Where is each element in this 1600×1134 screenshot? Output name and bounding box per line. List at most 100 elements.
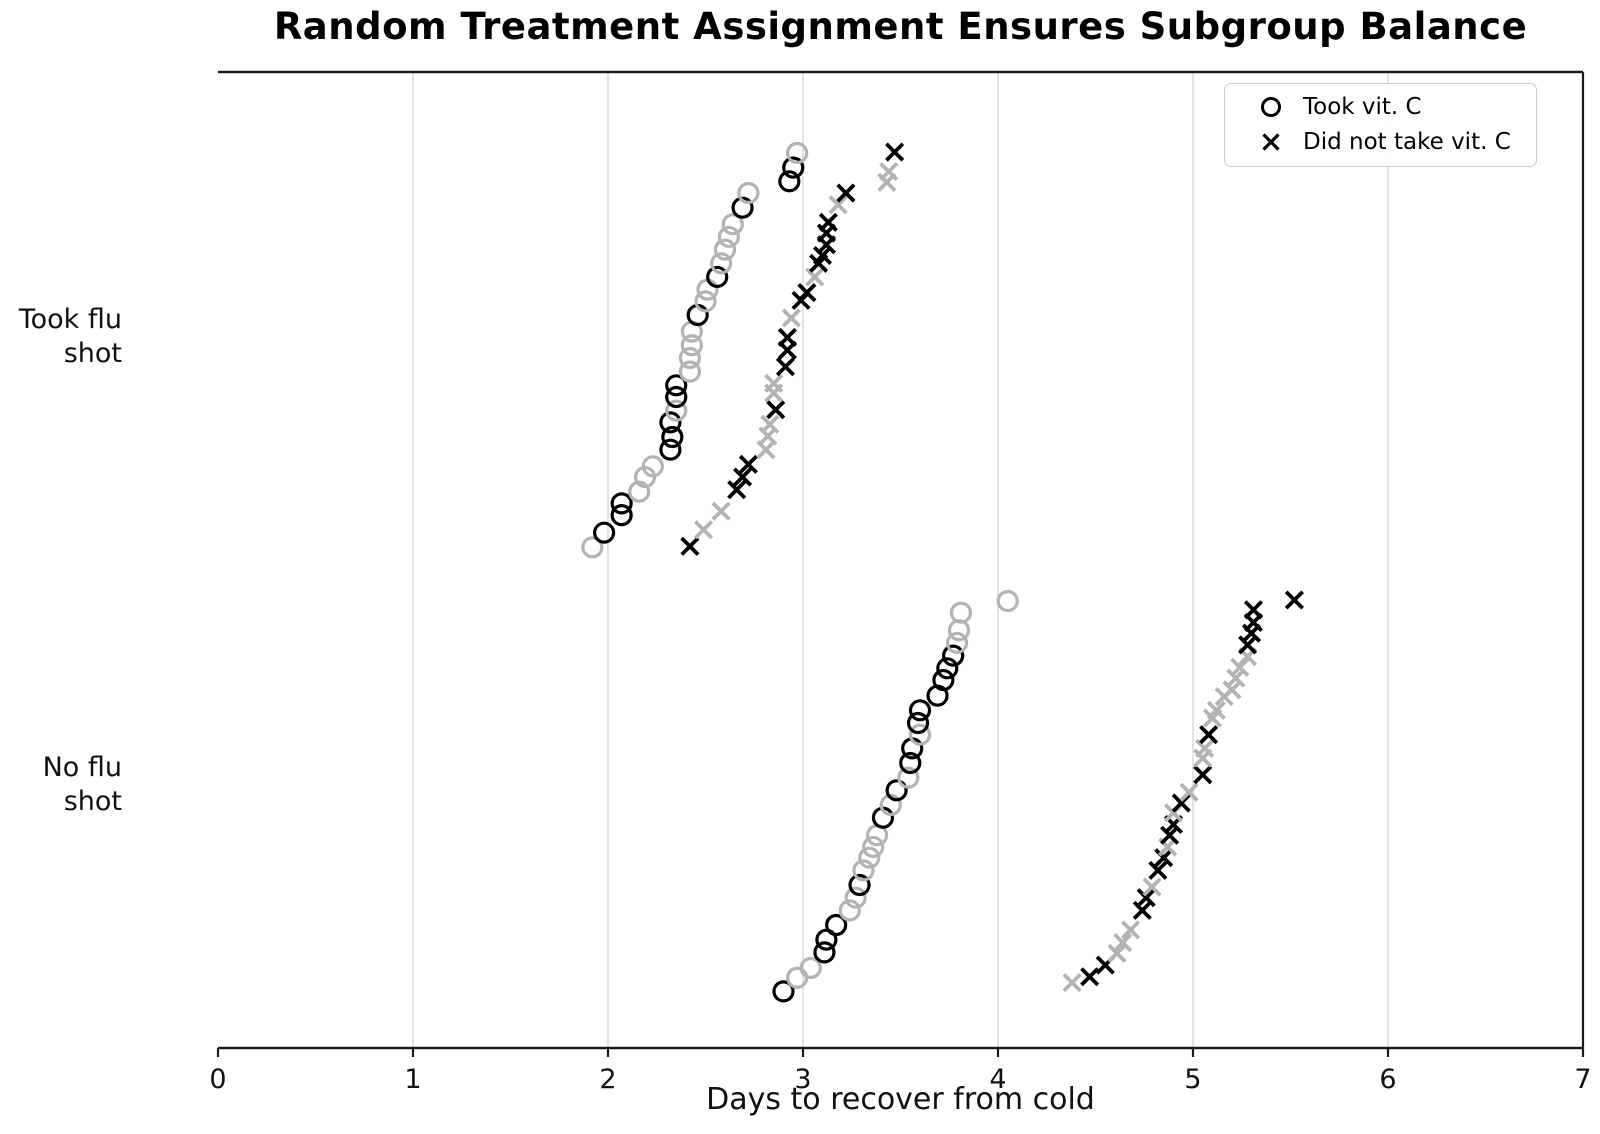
data-point-x [760,414,780,434]
data-point-x [764,373,784,393]
data-point-x [1148,860,1168,880]
data-point-x [1226,668,1246,688]
circle-marker-icon [1261,96,1281,117]
data-point-circle [906,711,930,735]
data-point-circle [694,290,717,313]
data-point-circle [897,766,920,789]
data-point-x [777,327,797,348]
data-point-x [680,536,700,556]
data-point-circle [799,956,822,980]
data-point-x [1154,848,1174,868]
data-point-circle [713,238,737,261]
data-point-circle [678,346,702,370]
data-point-circle [706,265,729,289]
x-tick-label: 0 [209,1064,226,1095]
data-point-x [1284,590,1304,610]
data-point-x [1238,635,1258,655]
x-axis-label: Days to recover from cold [706,1082,1095,1117]
chart-title: Random Treatment Assignment Ensures Subg… [273,5,1528,48]
data-point-circle [731,196,754,219]
data-point-circle [844,886,867,909]
data-point-circle [786,966,809,989]
data-point-x [1199,725,1219,745]
x-tick-label: 5 [1184,1064,1201,1095]
data-point-circle [908,723,932,746]
x-tick-label: 4 [989,1064,1006,1095]
data-point-x [1222,680,1242,700]
data-point-circle [778,170,801,193]
data-point-x [812,245,833,266]
data-point-circle [848,873,871,897]
data-point-circle [661,425,684,449]
ytick-label-line: Took flu [18,304,122,335]
data-point-circle [885,779,908,802]
x-tick-label: 7 [1574,1064,1591,1095]
data-point-x [1136,888,1156,908]
data-point-x [797,283,817,303]
data-point-x [1160,825,1180,845]
data-point-x [766,400,786,420]
data-point-x [727,480,747,500]
data-point-circle [996,589,1019,613]
data-point-circle [680,334,703,357]
data-point-x [1195,738,1215,758]
data-point-circle [772,980,795,1003]
data-point-x [1113,933,1133,953]
legend-label-took-vitc: Took vit. C [1303,93,1422,120]
data-point-circle [665,374,688,397]
data-point-circle [641,455,664,478]
data-point-circle [737,181,760,205]
data-point-circle [949,601,973,624]
data-point-x [1206,700,1226,720]
data-point-circle [932,668,955,692]
data-point-x [805,267,825,287]
ytick-label-line: shot [63,338,122,369]
data-point-x [775,357,795,377]
data-point-circle [721,213,744,236]
x-tick-label: 6 [1379,1064,1396,1095]
data-point-circle [665,399,688,422]
data-point-circle [696,278,719,301]
data-point-x [1171,793,1191,813]
data-point-circle [678,360,702,383]
x-tick-label: 1 [404,1064,421,1095]
legend-item-no-vitc: Did not take vit. C [1225,125,1536,159]
data-point-circle [825,913,848,937]
x-tick-label: 2 [599,1064,616,1095]
data-point-circle [838,899,861,922]
data-point-circle [592,521,616,544]
data-point-circle [717,225,741,249]
data-point-circle [862,835,885,859]
data-point-circle [899,751,922,775]
data-point-x [1142,877,1162,897]
data-point-x [1193,765,1213,785]
data-point-circle [659,438,682,461]
data-point-circle [581,536,604,559]
data-point-x [1179,782,1199,802]
ytick-label-line: No flu [42,752,122,783]
data-point-circle [782,156,805,179]
data-point-x [1132,900,1152,920]
x-tick-label: 3 [794,1064,811,1095]
data-point-x [694,520,714,540]
data-point-x [1107,943,1127,963]
data-point-x [1230,657,1250,677]
data-point-x [781,308,801,328]
data-point-x [879,162,899,182]
data-point-circle [879,793,902,817]
ytick-label-line: shot [63,786,122,817]
data-point-circle [813,941,836,964]
data-point-circle [610,492,633,515]
data-point-x [733,467,753,487]
data-point-x [738,454,758,474]
data-point-circle [936,657,959,680]
data-point-circle [659,411,682,434]
data-point-circle [786,141,809,165]
legend: Took vit. C Did not take vit. C [1224,83,1537,167]
data-point-x [885,142,905,162]
legend-label-no-vitc: Did not take vit. C [1303,129,1511,156]
data-point-x [836,183,856,203]
data-point-circle [610,504,633,527]
